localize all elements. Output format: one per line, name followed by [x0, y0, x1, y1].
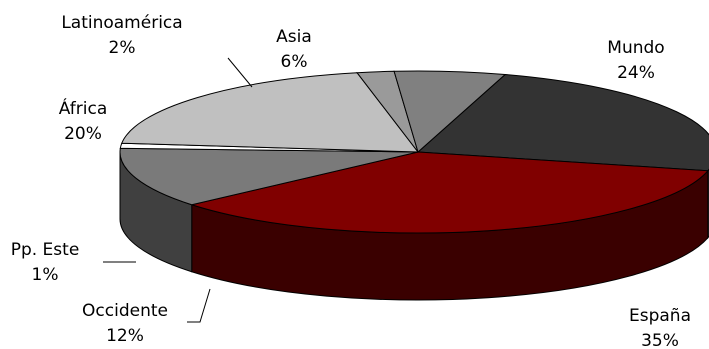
value-occidente: 12% [106, 326, 144, 346]
value-latinoamerica: 2% [109, 38, 136, 58]
label-espana: España [629, 306, 691, 326]
value-espana: 35% [641, 331, 679, 349]
slice-africa [121, 72, 420, 153]
slice-labels: Mundo 24% España 35% Occidente 12% Pp. E… [11, 13, 691, 349]
value-asia: 6% [281, 52, 308, 72]
leader-occidente [187, 288, 211, 323]
slice-asia [393, 70, 507, 153]
slice-espana [189, 151, 709, 234]
leader-lines [103, 57, 253, 323]
label-africa: África [59, 97, 108, 119]
value-pp-este: 1% [32, 265, 59, 285]
label-mundo: Mundo [607, 38, 664, 58]
value-africa: 20% [64, 124, 102, 144]
leader-latinoamerica [227, 57, 253, 88]
label-pp-este: Pp. Este [11, 240, 80, 260]
value-mundo: 24% [617, 63, 655, 83]
label-latinoamerica: Latinoamérica [61, 13, 182, 33]
slice-mundo [416, 74, 709, 172]
pie-tops [119, 70, 709, 234]
slice-occidente [119, 147, 419, 206]
label-asia: Asia [276, 27, 312, 47]
label-occidente: Occidente [82, 301, 168, 321]
